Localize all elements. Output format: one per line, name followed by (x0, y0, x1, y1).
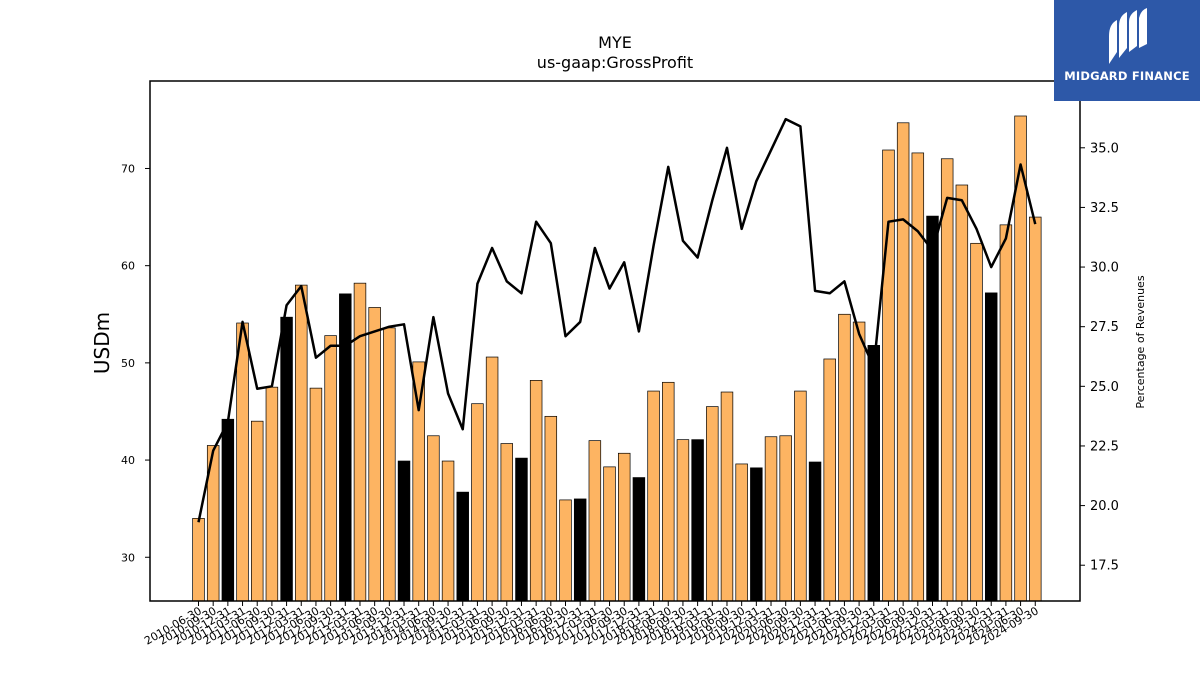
bar (617, 452, 631, 602)
bar (632, 477, 646, 602)
bar (691, 439, 704, 602)
midgard-logo-icon (1109, 8, 1147, 64)
y2-tick-label: 30.0 (1090, 261, 1119, 276)
bar (221, 418, 235, 602)
bar (265, 386, 279, 602)
bar (911, 152, 925, 602)
plot-frame (149, 80, 1081, 602)
bar (529, 380, 543, 602)
y-tick-label: 40 (121, 454, 135, 467)
bar (295, 284, 308, 602)
brand-name: MIDGARD FINANCE (1064, 69, 1190, 83)
y2-tick-label: 32.5 (1090, 201, 1119, 216)
bar (940, 158, 954, 602)
bar (896, 122, 910, 602)
bar (779, 435, 792, 602)
bar (823, 358, 836, 602)
bar (324, 335, 337, 602)
bar (471, 403, 484, 602)
y-tick-label: 60 (121, 260, 135, 273)
bar (573, 498, 587, 602)
bar (955, 184, 969, 602)
bar (735, 463, 748, 602)
bar (999, 224, 1013, 602)
y-tick-label: 70 (121, 162, 135, 175)
bar (353, 282, 367, 602)
y-axis-label: USDm (90, 312, 114, 374)
bar (706, 406, 719, 602)
y2-tick-label: 35.0 (1090, 141, 1119, 156)
bar (309, 387, 323, 602)
bar (515, 457, 528, 602)
bar (500, 443, 514, 602)
bar (441, 460, 455, 602)
chart-subtitle: us-gaap:GrossProfit (537, 53, 693, 72)
bar (647, 390, 660, 602)
bar (808, 461, 822, 602)
line-layer (197, 117, 1037, 523)
bar (1029, 216, 1042, 602)
bar (794, 390, 807, 602)
y-tick-label: 50 (121, 357, 135, 370)
chart-title: MYE (598, 33, 632, 52)
bar (764, 436, 778, 602)
bar (397, 460, 411, 602)
bar (662, 381, 675, 602)
y2-axis-label: Percentage of Revenues (1134, 275, 1147, 408)
bar (603, 466, 616, 602)
brand-logo: MIDGARD FINANCE (1054, 0, 1200, 101)
bar (236, 322, 249, 602)
bar (368, 307, 381, 602)
bar (485, 356, 499, 602)
bar (926, 215, 939, 602)
bar (720, 391, 734, 602)
bar (412, 361, 425, 602)
bar (852, 321, 866, 602)
bar (867, 345, 881, 602)
bar (383, 327, 396, 602)
bar (588, 440, 602, 602)
y2-tick-label: 25.0 (1090, 380, 1119, 395)
y2-tick-label: 17.5 (1090, 559, 1119, 574)
bar (750, 467, 763, 602)
bar (984, 292, 998, 602)
line-series (197, 117, 1037, 523)
bar (280, 316, 293, 602)
y-tick-label: 30 (121, 551, 135, 564)
y2-tick-label: 27.5 (1090, 320, 1119, 335)
bar (882, 149, 895, 602)
bar (192, 518, 205, 602)
bar (339, 293, 352, 602)
bar (559, 499, 572, 602)
y2-tick-label: 22.5 (1090, 439, 1119, 454)
axes-layer: 30 40 50 60 70 17.5 20.0 22.5 25.0 27.5 30.0 32.5 35… (121, 80, 1119, 648)
bar (676, 439, 690, 602)
bars-layer (192, 115, 1042, 602)
bar (250, 420, 264, 602)
bar (838, 313, 851, 602)
bar (544, 415, 558, 602)
y2-tick-label: 20.0 (1090, 499, 1119, 514)
bar (456, 491, 469, 602)
bar (427, 435, 440, 602)
bar (970, 242, 983, 602)
